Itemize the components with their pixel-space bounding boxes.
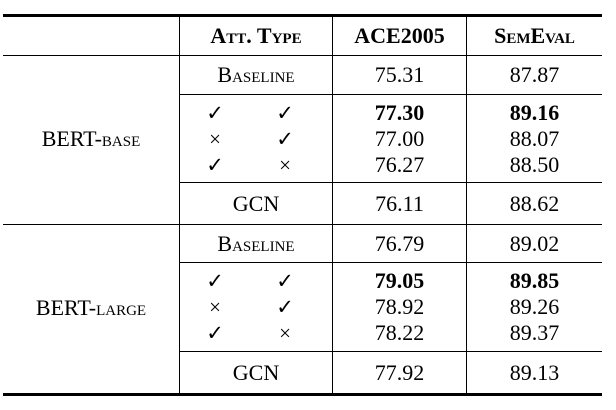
gcn-semeval-bert-large: 89.13 xyxy=(466,352,602,393)
gcn-semeval-bert-base: 88.62 xyxy=(466,183,602,224)
check-icon: ✓ xyxy=(206,269,224,293)
check-icon: ✓ xyxy=(206,100,224,125)
check-icon: ✓ xyxy=(276,295,294,319)
cross-icon: × xyxy=(279,321,291,345)
model-label-bert-base: BERT-base xyxy=(41,126,141,151)
ace2005-value: 77.00 xyxy=(374,125,425,151)
results-table: Att. Type ACE2005 SemEval Baseline 75.31… xyxy=(3,14,602,396)
model-label-bert-large: BERT-large xyxy=(35,294,147,320)
ace2005-best-value: 79.05 xyxy=(374,268,425,293)
baseline-label-bert-base: Baseline xyxy=(179,55,332,95)
semeval-best-value: 89.16 xyxy=(509,99,560,125)
cross-icon: × xyxy=(209,295,221,319)
cross-icon: × xyxy=(279,152,291,177)
att-flags-row-1: ✓ ✓ xyxy=(180,100,332,126)
table-header-row: Att. Type ACE2005 SemEval xyxy=(3,14,602,56)
gcn-label-bert-base: GCN xyxy=(179,183,332,224)
ace2005-best-value: 77.30 xyxy=(374,99,425,125)
att-flags-row-3: ✓ × xyxy=(180,152,332,178)
header-empty-cell xyxy=(3,17,179,55)
empty-cell xyxy=(3,183,179,224)
empty-cell xyxy=(3,225,179,263)
check-icon: ✓ xyxy=(276,269,294,293)
ace2005-value: 76.27 xyxy=(374,151,425,177)
cross-icon: × xyxy=(209,126,221,151)
baseline-label-bert-large: Baseline xyxy=(179,225,332,263)
ace2005-value: 78.92 xyxy=(374,294,425,319)
check-icon: ✓ xyxy=(206,321,224,345)
baseline-row-bert-base: Baseline 75.31 87.87 xyxy=(3,55,602,96)
baseline-semeval-bert-base: 87.87 xyxy=(466,55,602,95)
semeval-value: 89.26 xyxy=(509,294,560,319)
variant-rows-bert-large: BERT-large ✓ ✓ × ✓ ✓ × 79.05 78.92 78.22 xyxy=(3,263,602,352)
check-icon: ✓ xyxy=(276,100,294,125)
ace2005-values-bert-base: 77.30 77.00 76.27 xyxy=(332,95,466,183)
empty-cell xyxy=(3,56,179,96)
semeval-best-value: 89.85 xyxy=(509,268,560,293)
ace2005-value: 78.22 xyxy=(374,320,425,345)
gcn-ace2005-bert-base: 76.11 xyxy=(332,183,466,224)
empty-cell xyxy=(3,352,179,393)
att-flags-row-3: ✓ × xyxy=(180,320,332,346)
semeval-value: 89.37 xyxy=(509,320,560,345)
baseline-semeval-bert-large: 89.02 xyxy=(466,225,602,263)
att-flags-column-bert-large: ✓ ✓ × ✓ ✓ × xyxy=(179,263,332,352)
semeval-value: 88.07 xyxy=(509,125,560,151)
semeval-value: 88.50 xyxy=(509,151,560,177)
column-header-ace2005: ACE2005 xyxy=(332,17,466,55)
check-icon: ✓ xyxy=(206,152,224,177)
semeval-values-bert-base: 89.16 88.07 88.50 xyxy=(466,95,602,183)
gcn-ace2005-bert-large: 77.92 xyxy=(332,352,466,393)
variant-rows-bert-base: BERT-base ✓ ✓ × ✓ ✓ × 77.30 77.00 76.27 xyxy=(3,95,602,183)
semeval-values-bert-large: 89.85 89.26 89.37 xyxy=(466,263,602,352)
gcn-row-bert-base: GCN 76.11 88.62 xyxy=(3,183,602,225)
baseline-ace2005-bert-base: 75.31 xyxy=(332,55,466,95)
baseline-ace2005-bert-large: 76.79 xyxy=(332,225,466,263)
att-flags-row-1: ✓ ✓ xyxy=(180,268,332,294)
att-flags-column-bert-base: ✓ ✓ × ✓ ✓ × xyxy=(179,95,332,183)
gcn-label-bert-large: GCN xyxy=(179,352,332,393)
column-header-att-type: Att. Type xyxy=(179,17,332,55)
att-flags-row-2: × ✓ xyxy=(180,294,332,320)
check-icon: ✓ xyxy=(276,126,294,151)
att-flags-row-2: × ✓ xyxy=(180,126,332,152)
ace2005-values-bert-large: 79.05 78.92 78.22 xyxy=(332,263,466,352)
column-header-semeval: SemEval xyxy=(466,17,602,55)
gcn-row-bert-large: GCN 77.92 89.13 xyxy=(3,352,602,396)
baseline-row-bert-large: Baseline 76.79 89.02 xyxy=(3,225,602,263)
